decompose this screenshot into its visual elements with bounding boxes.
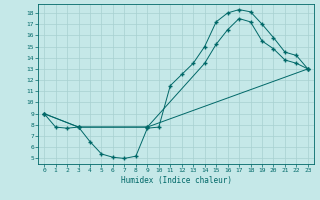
X-axis label: Humidex (Indice chaleur): Humidex (Indice chaleur) <box>121 176 231 185</box>
